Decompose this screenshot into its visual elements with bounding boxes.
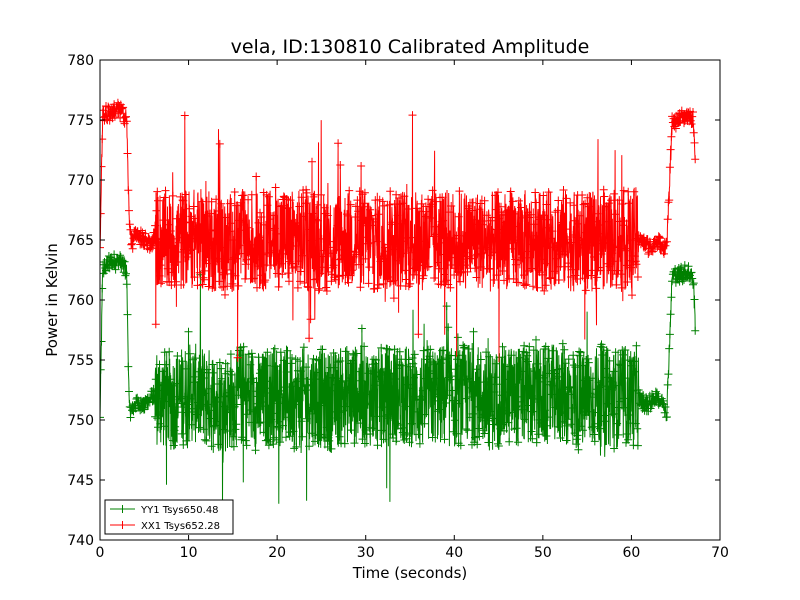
y-axis-title: Power in Kelvin [43, 243, 61, 357]
y-tick-label: 740 [67, 533, 94, 549]
x-tick-label: 50 [534, 545, 552, 561]
series-markers-2 [100, 98, 700, 362]
series-line-2 [100, 101, 696, 363]
series-1 [100, 250, 700, 509]
y-tick-label: 765 [67, 233, 94, 249]
x-tick-label: 60 [623, 545, 641, 561]
x-tick-label: 10 [180, 545, 198, 561]
y-axis-ticks: 740 745 750 755 760 765 770 775 780 [67, 53, 720, 549]
series-2 [100, 98, 700, 363]
x-tick-label: 30 [357, 545, 375, 561]
legend-marker-1 [118, 505, 127, 513]
y-tick-label: 750 [67, 413, 94, 429]
legend-marker-2 [118, 521, 127, 529]
x-tick-label: 0 [96, 545, 105, 561]
legend-label-1: YY1 Tsys650.48 [140, 505, 219, 516]
chart-title: vela, ID:130810 Calibrated Amplitude [231, 36, 590, 58]
y-tick-label: 760 [67, 293, 94, 309]
legend-box [104, 499, 234, 535]
legend: YY1 Tsys650.48 XX1 Tsys652.28 [104, 499, 234, 535]
series-markers-1 [100, 250, 700, 455]
y-tick-label: 770 [67, 173, 94, 189]
x-axis-ticks: 0 10 20 30 40 50 60 70 [96, 60, 729, 561]
y-tick-label: 745 [67, 473, 94, 489]
series-line-1 [100, 254, 696, 509]
x-tick-label: 20 [268, 545, 286, 561]
legend-label-2: XX1 Tsys652.28 [141, 521, 220, 532]
plot-frame [99, 59, 721, 541]
plot-series-group [100, 98, 700, 509]
x-axis-title: Time (seconds) [352, 564, 468, 582]
x-tick-label: 40 [445, 545, 463, 561]
y-tick-label: 755 [67, 353, 94, 369]
y-tick-label: 775 [67, 113, 94, 129]
x-tick-label: 70 [711, 545, 729, 561]
y-tick-label: 780 [67, 53, 94, 69]
